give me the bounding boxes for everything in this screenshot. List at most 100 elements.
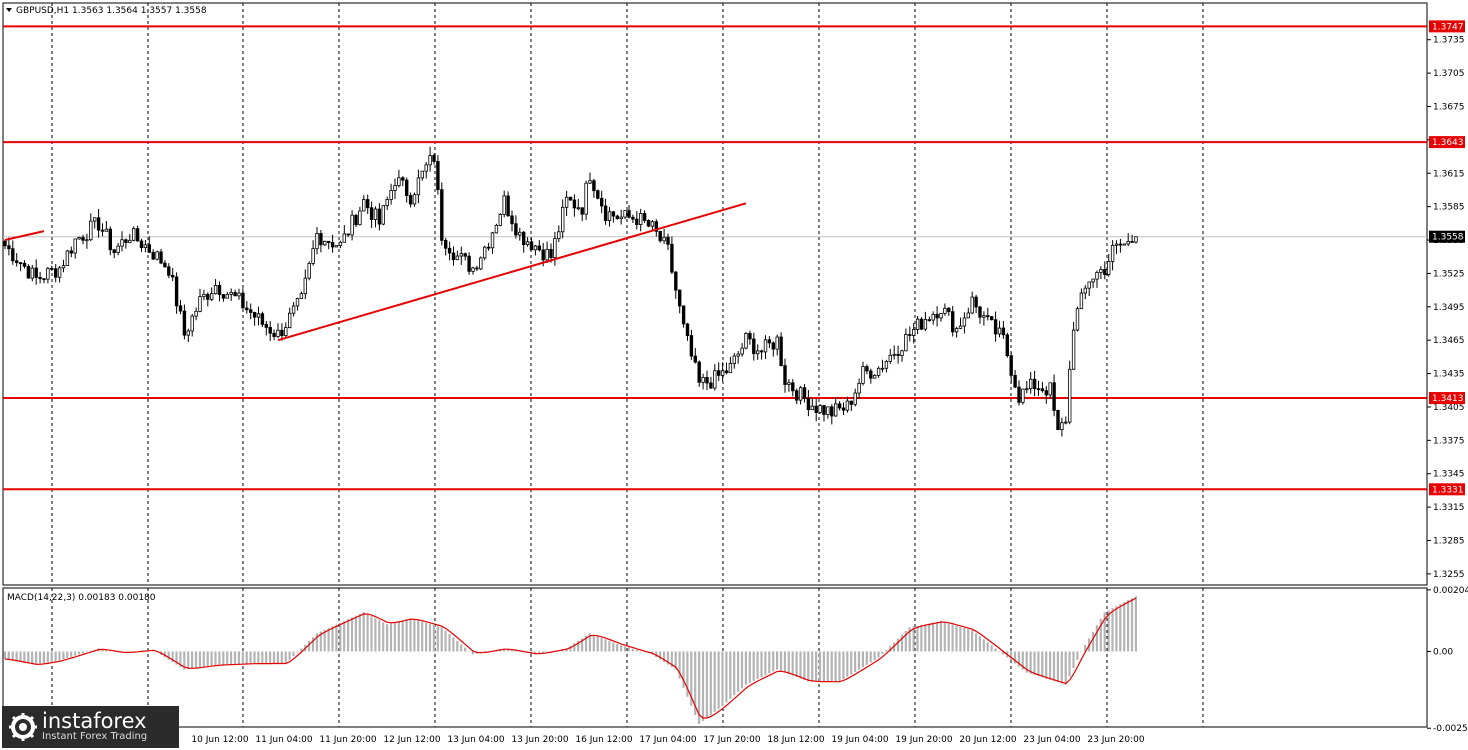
macd-histogram-bar: [350, 617, 354, 652]
macd-histogram-bar: [1017, 651, 1020, 667]
candle-body: [385, 199, 389, 206]
candle-body: [814, 405, 818, 413]
x-tick-label: 16 Jun 12:00: [575, 735, 632, 745]
candle-body: [557, 231, 561, 239]
macd-histogram-bar: [382, 622, 385, 652]
candle-body: [373, 208, 378, 220]
candle-body: [681, 305, 686, 325]
x-tick-label: 18 Jun 12:00: [767, 735, 824, 745]
candle-body: [89, 220, 93, 241]
candle-body: [54, 268, 58, 278]
y-tick-label: 1.3675: [1433, 102, 1465, 112]
macd-histogram-bar: [89, 650, 92, 652]
candle-body: [3, 240, 7, 247]
candle-body: [834, 403, 838, 417]
level-price-tag: [1429, 483, 1465, 496]
y-tick-label: 1.3315: [1433, 503, 1465, 513]
candle-body: [701, 377, 705, 383]
candle-body: [494, 224, 499, 234]
macd-histogram-bar: [163, 651, 166, 658]
candle-body: [365, 199, 370, 209]
macd-histogram-bar: [191, 651, 194, 669]
macd-histogram-bar: [1107, 610, 1110, 652]
candle-body: [486, 246, 491, 249]
candle-body: [514, 223, 518, 236]
macd-histogram-bar: [756, 651, 759, 680]
candle-body: [931, 313, 935, 321]
macd-histogram-bar: [11, 651, 14, 661]
macd-histogram-bar: [1127, 600, 1130, 652]
candle-body: [900, 350, 904, 356]
macd-histogram-bar: [1134, 596, 1137, 652]
candle-body: [997, 327, 1002, 335]
candle-body: [1107, 261, 1111, 275]
candle-body: [299, 293, 304, 299]
macd-histogram-bar: [947, 623, 950, 652]
candle-body: [42, 278, 46, 281]
macd-histogram-bar: [592, 634, 595, 652]
macd-histogram-bar: [928, 623, 931, 652]
candle-body: [783, 365, 787, 385]
candle-body: [77, 237, 81, 240]
macd-histogram-bar: [265, 651, 268, 664]
level-price-tag: [1429, 20, 1465, 33]
candle-body: [533, 245, 538, 251]
macd-histogram-bar: [354, 615, 357, 652]
candle-body: [260, 313, 265, 325]
macd-histogram-bar: [666, 651, 669, 665]
macd-histogram-bar: [889, 646, 892, 652]
macd-histogram-bar: [737, 651, 740, 692]
y-tick-label: 1.3525: [1433, 269, 1465, 279]
macd-histogram-bar: [432, 625, 435, 652]
macd-histogram-bar: [378, 620, 381, 652]
candle-body: [986, 315, 990, 318]
macd-histogram-bar: [768, 651, 771, 674]
macd-histogram-bar: [943, 622, 946, 652]
candle-body: [884, 361, 889, 369]
macd-histogram-bar: [896, 638, 900, 652]
macd-histogram-bar: [101, 649, 104, 652]
candle-body: [752, 338, 756, 355]
macd-histogram-bar: [323, 629, 326, 652]
candle-body: [1118, 243, 1123, 246]
macd-histogram-bar: [253, 651, 256, 664]
macd-histogram-bar: [627, 647, 630, 652]
macd-histogram-bar: [42, 651, 45, 664]
macd-histogram-bar: [198, 651, 201, 668]
x-tick-label: 11 Jun 04:00: [255, 735, 312, 745]
candle-body: [65, 250, 70, 267]
macd-histogram-bar: [171, 651, 174, 663]
macd-y-tick-label: -0.00254: [1433, 724, 1468, 734]
candle-body: [561, 206, 565, 233]
candle-body: [135, 228, 140, 242]
macd-histogram-bar: [518, 651, 521, 652]
macd-histogram-bar: [1056, 651, 1059, 683]
candle-body: [7, 245, 11, 250]
macd-histogram-bar: [994, 648, 997, 652]
candle-body: [791, 382, 795, 392]
candle-body: [642, 213, 647, 221]
macd-histogram-bar: [596, 636, 599, 652]
candle-body: [740, 347, 744, 355]
macd-histogram-bar: [760, 651, 763, 678]
macd-histogram-bar: [748, 651, 751, 683]
macd-histogram-bar: [1052, 651, 1056, 682]
candle-body: [455, 255, 460, 261]
candle-body: [1071, 329, 1076, 370]
candle-body: [459, 253, 463, 257]
candle-body: [443, 239, 448, 249]
macd-histogram-bar: [787, 651, 790, 675]
y-tick-label: 1.3495: [1433, 303, 1465, 313]
macd-histogram-bar: [19, 651, 22, 663]
candle-body: [1075, 308, 1080, 331]
macd-histogram-bar: [698, 651, 701, 724]
candle-body: [1060, 422, 1064, 431]
candle-body: [14, 260, 19, 264]
macd-histogram-bar: [280, 651, 283, 664]
macd-histogram-bar: [35, 651, 38, 666]
candle-body: [990, 316, 994, 321]
macd-histogram-bar: [916, 625, 919, 652]
macd-histogram-bar: [1002, 651, 1005, 655]
candle-body: [112, 249, 116, 253]
